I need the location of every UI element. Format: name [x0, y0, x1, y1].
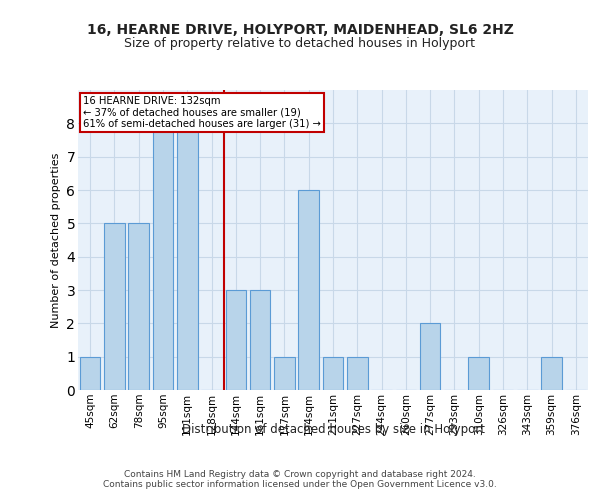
Bar	[177, 124, 197, 390]
Bar	[420, 324, 440, 390]
Bar	[323, 356, 343, 390]
Text: Size of property relative to detached houses in Holyport: Size of property relative to detached ho…	[125, 38, 476, 51]
Bar	[80, 356, 100, 390]
Bar	[250, 290, 271, 390]
Text: Contains public sector information licensed under the Open Government Licence v3: Contains public sector information licen…	[103, 480, 497, 489]
Bar	[226, 290, 246, 390]
Text: 16 HEARNE DRIVE: 132sqm
← 37% of detached houses are smaller (19)
61% of semi-de: 16 HEARNE DRIVE: 132sqm ← 37% of detache…	[83, 96, 321, 129]
Bar	[128, 224, 149, 390]
Text: 16, HEARNE DRIVE, HOLYPORT, MAIDENHEAD, SL6 2HZ: 16, HEARNE DRIVE, HOLYPORT, MAIDENHEAD, …	[86, 22, 514, 36]
Bar	[104, 224, 125, 390]
Bar	[347, 356, 368, 390]
Bar	[541, 356, 562, 390]
Y-axis label: Number of detached properties: Number of detached properties	[51, 152, 61, 328]
Text: Contains HM Land Registry data © Crown copyright and database right 2024.: Contains HM Land Registry data © Crown c…	[124, 470, 476, 479]
Bar	[298, 190, 319, 390]
Bar	[274, 356, 295, 390]
Text: Distribution of detached houses by size in Holyport: Distribution of detached houses by size …	[182, 422, 485, 436]
Bar	[152, 124, 173, 390]
Bar	[469, 356, 489, 390]
